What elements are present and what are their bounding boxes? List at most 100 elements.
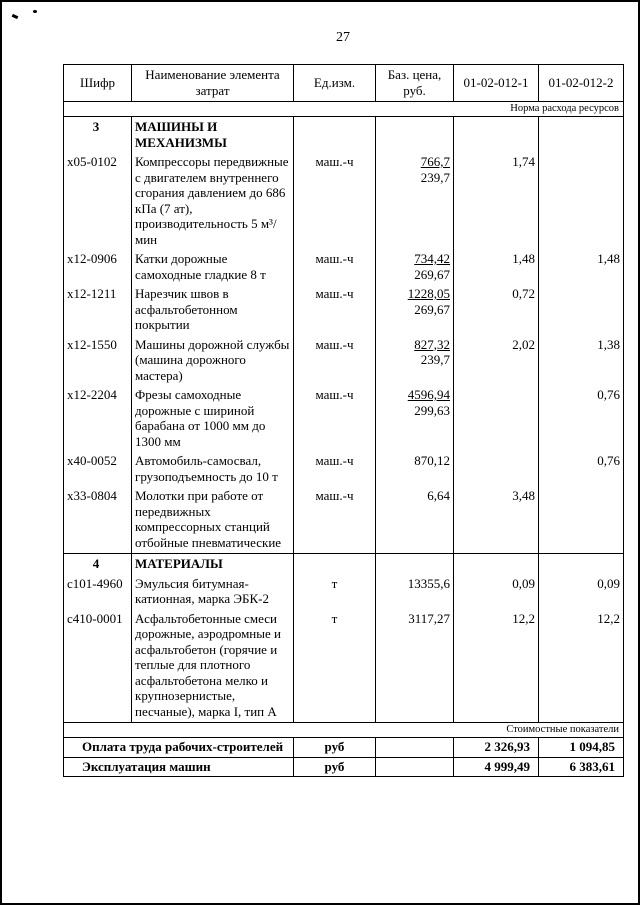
price-cell: 6,64 — [375, 487, 454, 554]
name-cell: Эмульсия битумная-катионная, марка ЭБК-2 — [131, 574, 294, 610]
resources-note-row: Норма расхода ресурсов — [63, 101, 624, 117]
norm2-cell: 0,76 — [538, 452, 624, 487]
price-secondary: 269,67 — [414, 266, 450, 282]
norm2-cell — [538, 285, 624, 336]
price-cell — [375, 756, 454, 777]
price-secondary: 299,63 — [414, 402, 450, 418]
norm2-cell: 0,76 — [538, 386, 624, 452]
norm2-cell: 1 094,85 — [538, 737, 624, 757]
norm1-cell — [453, 553, 539, 575]
norm1-cell: 1,74 — [453, 153, 539, 250]
unit-cell: маш.-ч — [293, 285, 376, 336]
price-cell: 13355,6 — [375, 574, 454, 610]
price-base: 6,64 — [427, 488, 450, 503]
norm1-cell: 4 999,49 — [453, 756, 539, 777]
code-cell: 3 — [63, 116, 132, 153]
cost-note-row: Стоимостные показатели — [63, 722, 624, 738]
price-cell: 4596,94 299,63 — [375, 386, 454, 452]
unit-cell: т — [293, 609, 376, 723]
table-header-row: Шифр Наименование элемента затрат Ед.изм… — [63, 64, 624, 102]
table-row: х12-1550 Машины дорожной службы (машина … — [63, 335, 624, 386]
norm1-cell: 3,48 — [453, 487, 539, 554]
code-cell: х12-0906 — [63, 250, 132, 285]
code-cell: с410-0001 — [63, 609, 132, 723]
name-cell: Катки дорожные самоходные гладкие 8 т — [131, 250, 294, 285]
unit-cell: маш.-ч — [293, 250, 376, 285]
cost-estimate-table: Шифр Наименование элемента затрат Ед.изм… — [63, 64, 624, 777]
name-cell: Фрезы самоходные дорожные с шириной бара… — [131, 386, 294, 452]
scan-artifact — [33, 10, 37, 13]
name-cell: МАШИНЫ И МЕХАНИЗМЫ — [131, 116, 294, 153]
table-row: с101-4960 Эмульсия битумная-катионная, м… — [63, 574, 624, 610]
unit-cell: маш.-ч — [293, 386, 376, 452]
norm2-cell — [538, 116, 624, 153]
norm2-cell: 6 383,61 — [538, 756, 624, 777]
page-number: 27 — [336, 30, 350, 45]
table-row: х40-0052 Автомобиль-самосвал, грузоподъе… — [63, 452, 624, 487]
price-base: 870,12 — [414, 453, 450, 468]
header-col2: 01-02-012-2 — [538, 64, 624, 102]
header-price: Баз. цена, руб. — [375, 64, 454, 102]
unit-cell: маш.-ч — [293, 487, 376, 554]
header-col1: 01-02-012-1 — [453, 64, 539, 102]
cost-note: Стоимостные показатели — [63, 722, 624, 738]
code-cell: х12-2204 — [63, 386, 132, 452]
price-secondary: 269,67 — [414, 301, 450, 317]
table-row: х05-0102 Компрессоры передвижные с двига… — [63, 153, 624, 250]
unit-cell: маш.-ч — [293, 153, 376, 250]
unit-cell — [293, 553, 376, 575]
footer-label: Оплата труда рабочих-строителей — [63, 737, 294, 757]
price-cell: 827,32 239,7 — [375, 335, 454, 386]
table-row: х12-1211 Нарезчик швов в асфальтобетонно… — [63, 285, 624, 336]
unit-cell: т — [293, 574, 376, 610]
name-cell: Нарезчик швов в асфальтобетонном покрыти… — [131, 285, 294, 336]
norm1-cell: 12,2 — [453, 609, 539, 723]
norm1-cell — [453, 116, 539, 153]
header-unit: Ед.изм. — [293, 64, 376, 102]
price-cell: 1228,05 269,67 — [375, 285, 454, 336]
footer-label: Эксплуатация машин — [63, 756, 294, 777]
norm2-cell — [538, 487, 624, 554]
price-cell: 870,12 — [375, 452, 454, 487]
code-cell: х33-0804 — [63, 487, 132, 554]
norm1-cell — [453, 386, 539, 452]
unit-cell: руб — [293, 756, 376, 777]
table-row: х12-2204 Фрезы самоходные дорожные с шир… — [63, 386, 624, 452]
norm2-cell: 1,48 — [538, 250, 624, 285]
price-cell: 3117,27 — [375, 609, 454, 723]
table-row: с410-0001 Асфальтобетонные смеси дорожны… — [63, 609, 624, 723]
norm2-cell: 0,09 — [538, 574, 624, 610]
code-cell: х12-1211 — [63, 285, 132, 336]
price-cell — [375, 553, 454, 575]
scan-artifact — [11, 13, 19, 20]
price-base: 3117,27 — [408, 610, 450, 626]
price-base: 827,32 — [414, 336, 450, 352]
name-cell: Компрессоры передвижные с двигателем вну… — [131, 153, 294, 250]
unit-cell: маш.-ч — [293, 335, 376, 386]
code-cell: с101-4960 — [63, 574, 132, 610]
unit-cell — [293, 116, 376, 153]
norm1-cell: 0,09 — [453, 574, 539, 610]
price-secondary: 239,7 — [420, 169, 450, 185]
table-row: х12-0906 Катки дорожные самоходные гладк… — [63, 250, 624, 285]
price-base: 766,7 — [420, 154, 450, 169]
price-cell: 734,42 269,67 — [375, 250, 454, 285]
unit-cell: руб — [293, 737, 376, 757]
norm2-cell: 12,2 — [538, 609, 624, 723]
name-cell: Автомобиль-самосвал, грузоподъемность до… — [131, 452, 294, 487]
price-secondary: 239,7 — [420, 352, 450, 367]
code-cell: х12-1550 — [63, 335, 132, 386]
price-base: 13355,6 — [407, 575, 450, 591]
code-cell: х40-0052 — [63, 452, 132, 487]
footer-row: Оплата труда рабочих-строителей руб 2 32… — [63, 737, 624, 757]
norm1-cell: 2 326,93 — [453, 737, 539, 757]
code-cell: х05-0102 — [63, 153, 132, 250]
norm2-cell — [538, 553, 624, 575]
code-cell: 4 — [63, 553, 132, 575]
table-row: 3 МАШИНЫ И МЕХАНИЗМЫ — [63, 116, 624, 153]
price-cell — [375, 737, 454, 757]
name-cell: МАТЕРИАЛЫ — [131, 553, 294, 575]
header-name: Наименование элемента затрат — [131, 64, 294, 102]
table-row: х33-0804 Молотки при работе от передвижн… — [63, 487, 624, 554]
